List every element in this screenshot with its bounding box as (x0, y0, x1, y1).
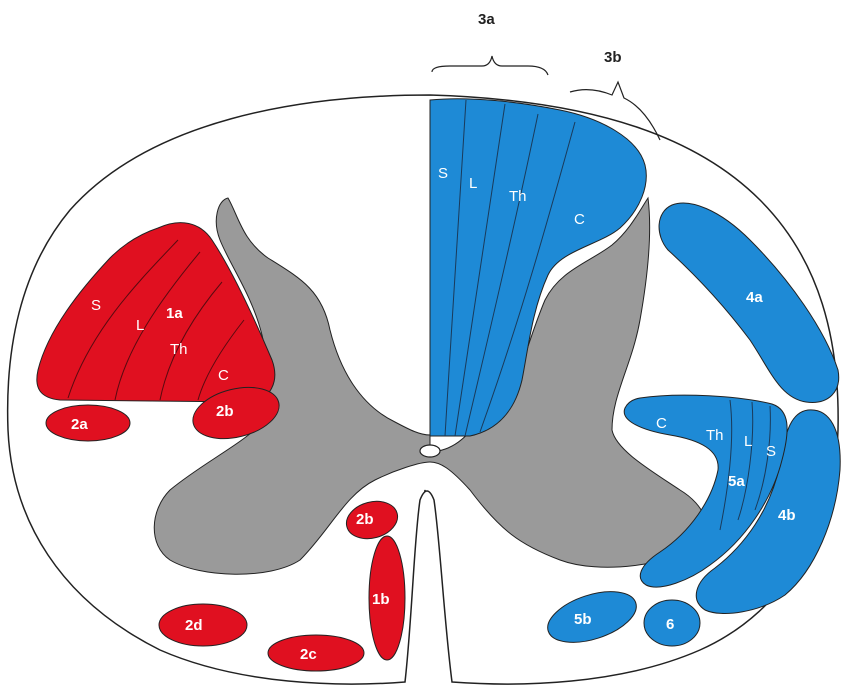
lateral-division-line (114, 251, 201, 401)
label-4a: 4a (746, 289, 763, 306)
label-3a: 3a (478, 11, 495, 28)
label-3b: 3b (604, 49, 622, 66)
label-6: 6 (666, 616, 674, 633)
label-4b: 4b (778, 507, 796, 524)
label-5a: 5a (728, 473, 745, 490)
dorsal-division-line (479, 121, 576, 433)
ventral-median-fissure (404, 490, 453, 683)
label-2a: 2a (71, 416, 88, 433)
label-lat-L: L (136, 317, 144, 334)
label-lat-Th: Th (170, 341, 188, 358)
label-lat-S: S (91, 297, 101, 314)
label-st-S: S (766, 443, 776, 460)
tract-2a (45, 404, 131, 442)
tract-2c (267, 634, 365, 672)
spinothalamic-division-line (737, 401, 754, 521)
label-lat-C: C (218, 367, 229, 384)
label-lat-1a: 1a (166, 305, 183, 322)
tract-4a (658, 202, 840, 403)
tract-5a (623, 394, 788, 588)
label-dorsal-S: S (438, 165, 448, 182)
label-1b: 1b (372, 591, 390, 608)
tract-2b-lower (345, 500, 399, 540)
bracket-3a (431, 55, 549, 76)
label-5b: 5b (574, 611, 592, 628)
dorsal-column-tract (429, 98, 647, 437)
label-dorsal-C: C (574, 211, 585, 228)
label-2b-lower: 2b (356, 511, 374, 528)
tract-2b-upper (192, 386, 280, 440)
label-2b-upper: 2b (216, 403, 234, 420)
label-2d: 2d (185, 617, 203, 634)
dorsal-division-line (464, 113, 539, 437)
label-st-L: L (744, 433, 752, 450)
label-st-C: C (656, 415, 667, 432)
label-dorsal-L: L (469, 175, 477, 192)
label-2c: 2c (300, 646, 317, 663)
lateral-division-line (159, 281, 223, 401)
tract-6 (643, 599, 701, 647)
lateral-division-line (67, 239, 179, 399)
spinothalamic-division-line (754, 405, 771, 511)
label-st-Th: Th (706, 427, 724, 444)
lateral-division-line (197, 319, 245, 401)
bracket-3b (569, 80, 661, 141)
tract-5b (547, 591, 637, 643)
central-canal (419, 444, 441, 458)
tract-1b (368, 535, 406, 661)
dorsal-division-line (454, 103, 506, 437)
spinothalamic-division-line (719, 399, 733, 531)
label-dorsal-Th: Th (509, 188, 527, 205)
dorsal-division-line (444, 99, 467, 437)
tract-2d (158, 603, 248, 647)
